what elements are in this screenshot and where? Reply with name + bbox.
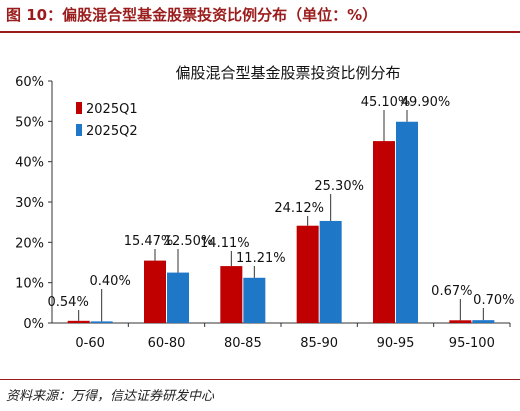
data-label: 0.54%: [48, 295, 89, 310]
x-tick-label: 80-85: [224, 336, 262, 351]
chart-title: 偏股混合型基金股票投资比例分布: [175, 64, 400, 82]
data-label: 0.40%: [90, 274, 131, 289]
y-tick-label: 20%: [15, 236, 44, 251]
bar-2025q2-95-100: [472, 320, 495, 323]
figure-header: 图 10：偏股混合型基金股票投资比例分布（单位：%）: [0, 0, 520, 30]
x-tick-label: 90-95: [377, 336, 415, 351]
bar-2025q2-0-60: [90, 321, 113, 323]
bar-2025q2-90-95: [396, 121, 418, 323]
bar-chart: 偏股混合型基金股票投资比例分布 0% 10% 20% 30% 40% 50% 60% 0-60 6…: [15, 64, 514, 351]
y-tick-label: 50%: [15, 115, 44, 130]
data-label: 25.30%: [314, 179, 364, 194]
x-tick-label: 85-90: [300, 336, 338, 351]
y-tick-label: 10%: [15, 277, 44, 292]
x-tick-label: 60-80: [148, 336, 186, 351]
data-label: 11.21%: [236, 251, 286, 266]
bar-2025q2-85-90: [319, 220, 342, 323]
data-label: 49.90%: [401, 95, 451, 110]
x-tick-label: 0-60: [75, 336, 105, 351]
data-label: 12.50%: [164, 234, 214, 249]
data-label: 14.11%: [200, 236, 250, 251]
header-divider: [0, 31, 520, 33]
legend-swatch-2025q2: [76, 124, 82, 136]
data-label: 0.70%: [473, 293, 514, 308]
legend-label-2025q1: 2025Q1: [86, 102, 138, 117]
data-label: 45.10%: [361, 95, 411, 110]
y-tick-label: 30%: [15, 196, 44, 211]
data-label: 15.47%: [124, 234, 174, 249]
y-tick-label: 40%: [15, 156, 44, 171]
legend-swatch-2025q1: [76, 102, 82, 114]
bar-2025q2-80-85: [243, 277, 266, 323]
bar-2025q1-0-60: [67, 320, 90, 323]
figure-title: 图 10：偏股混合型基金股票投资比例分布（单位：%）: [6, 6, 378, 24]
x-tick-label: 95-100: [449, 336, 495, 351]
y-tick-label: 0%: [23, 317, 44, 332]
bar-2025q1-90-95: [373, 141, 395, 323]
bar-2025q1-95-100: [449, 320, 472, 323]
data-label: 24.12%: [274, 201, 324, 216]
y-tick-label: 60%: [15, 75, 44, 90]
source-note: 资料来源：万得，信达证券研发中心: [6, 389, 215, 404]
bar-2025q1-60-80: [144, 260, 166, 323]
footer-divider: [0, 379, 520, 380]
legend-label-2025q2: 2025Q2: [86, 124, 138, 139]
bar-2025q1-85-90: [296, 225, 319, 323]
bar-2025q1-80-85: [220, 266, 243, 323]
bar-2025q2-60-80: [167, 272, 189, 323]
data-label: 0.67%: [431, 284, 472, 299]
